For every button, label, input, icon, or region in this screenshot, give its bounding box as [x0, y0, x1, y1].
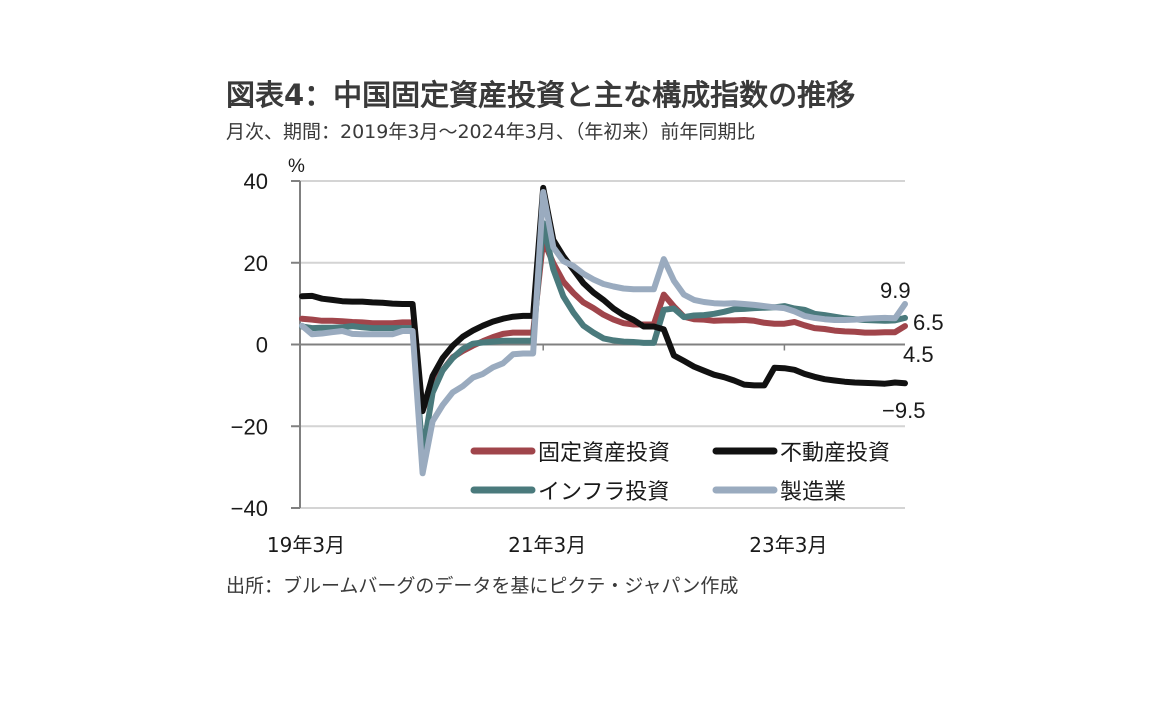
y-tick-label: −20 — [231, 414, 268, 439]
x-tick-label: 23年3月 — [749, 533, 827, 557]
source-note: 出所：ブルームバーグのデータを基にピクテ・ジャパン作成 — [226, 575, 739, 597]
series-lines — [299, 184, 908, 477]
series-line-1 — [299, 184, 908, 415]
x-tick-labels: 19年3月 21年3月 23年3月 — [267, 533, 828, 557]
y-tick-label: 0 — [256, 333, 268, 358]
series-line-0 — [299, 236, 908, 414]
axes — [291, 180, 905, 509]
legend-label: 製造業 — [780, 480, 846, 505]
chart-subtitle: 月次、期間：2019年3月～2024年3月、（年初来）前年同期比 — [226, 121, 756, 143]
end-label-2: 6.5 — [913, 310, 944, 335]
end-label-0: 4.5 — [903, 342, 934, 367]
y-tick-label: −40 — [231, 496, 268, 521]
x-tick-label: 19年3月 — [267, 533, 345, 557]
y-tick-labels: 40 20 0 −20 −40 — [231, 169, 268, 521]
legend-label: 固定資産投資 — [538, 441, 670, 466]
legend-label: 不動産投資 — [780, 441, 890, 466]
series-line-3 — [299, 189, 908, 477]
gridlines — [300, 180, 905, 509]
end-labels: 4.5 −9.5 6.59.9 — [880, 278, 944, 423]
x-tick-label: 21年3月 — [508, 533, 586, 557]
y-axis-unit-label: % — [288, 156, 305, 177]
series-line-2 — [299, 220, 908, 458]
end-label-1: −9.5 — [882, 398, 925, 423]
y-tick-label: 20 — [244, 251, 268, 276]
end-label-3: 9.9 — [880, 278, 911, 303]
y-tick-label: 40 — [244, 169, 268, 194]
chart-title: 図表4：中国固定資産投資と主な構成指数の推移 — [226, 78, 856, 112]
legend-label: インフラ投資 — [538, 480, 669, 505]
